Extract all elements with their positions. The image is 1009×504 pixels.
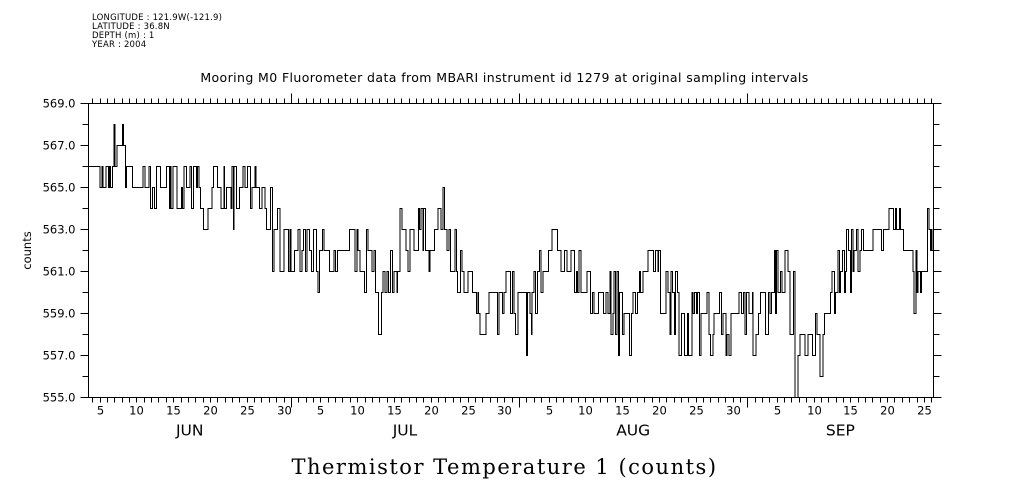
y-axis-label: counts	[20, 231, 34, 269]
x-axis-day-label: 20	[424, 404, 439, 418]
plot-frame	[88, 103, 934, 398]
x-axis-month-label: SEP	[826, 422, 855, 440]
x-axis-day-label: 25	[461, 404, 476, 418]
y-axis-tick-label: 559.0	[43, 307, 76, 321]
x-axis-day-label: 15	[615, 404, 630, 418]
x-axis-day-label: 30	[726, 404, 741, 418]
x-axis-month-label: JUN	[175, 422, 204, 440]
x-axis-day-label: 30	[497, 404, 512, 418]
x-axis-day-label: 10	[129, 404, 144, 418]
y-axis-tick-label: 561.0	[43, 265, 76, 279]
x-axis-month-label: AUG	[616, 422, 650, 440]
x-axis-day-label: 20	[880, 404, 895, 418]
x-axis-day-label: 25	[240, 404, 255, 418]
x-axis-day-label: 30	[277, 404, 292, 418]
x-axis-day-label: 5	[546, 404, 553, 418]
meta-longitude: LONGITUDE : 121.9W(-121.9)	[92, 13, 223, 23]
x-axis-day-label: 20	[652, 404, 667, 418]
x-axis-month-label: JUL	[392, 422, 418, 440]
y-axis-tick-label: 565.0	[43, 181, 76, 195]
x-axis-day-label: 5	[317, 404, 324, 418]
x-axis-day-label: 5	[97, 404, 104, 418]
x-axis-day-label: 25	[917, 404, 932, 418]
x-axis-day-label: 10	[350, 404, 365, 418]
data-series-step-line	[88, 124, 934, 398]
y-axis-tick-label: 555.0	[43, 391, 76, 405]
y-axis-tick-label: 569.0	[43, 97, 76, 111]
axis-tick-labels: 569.0 567.0 565.0 563.0 561.0 559.0 557.0 555.0…	[43, 97, 932, 440]
x-axis-day-label: 5	[774, 404, 781, 418]
y-axis-tick-label: 567.0	[43, 139, 76, 153]
chart-caption: Thermistor Temperature 1 (counts)	[291, 455, 718, 479]
x-axis-day-label: 15	[387, 404, 402, 418]
meta-depth: DEPTH (m) : 1	[92, 31, 155, 41]
meta-latitude: LATITUDE : 36.8N	[92, 22, 170, 32]
y-axis-tick-label: 557.0	[43, 349, 76, 363]
x-axis-day-label: 25	[689, 404, 704, 418]
x-axis-day-label: 20	[203, 404, 218, 418]
x-axis-day-label: 15	[843, 404, 858, 418]
chart-title: Mooring M0 Fluorometer data from MBARI i…	[200, 70, 809, 85]
axis-ticks	[80, 93, 942, 408]
x-axis-day-label: 15	[166, 404, 181, 418]
x-axis-day-label: 10	[578, 404, 593, 418]
x-axis-day-label: 10	[807, 404, 822, 418]
y-axis-tick-label: 563.0	[43, 223, 76, 237]
meta-year: YEAR : 2004	[92, 40, 147, 50]
header-metadata: LONGITUDE : 121.9W(-121.9) LATITUDE : 36…	[92, 14, 222, 50]
